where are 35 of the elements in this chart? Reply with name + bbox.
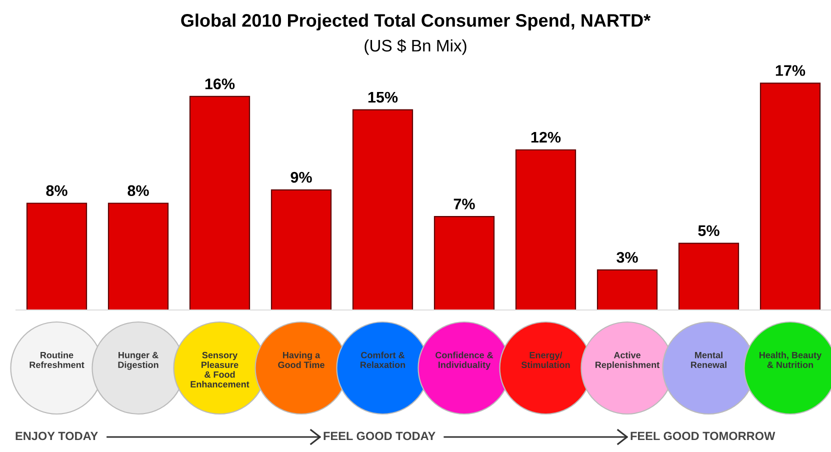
bar <box>189 96 250 310</box>
x-tick-label: Health, Beauty & Nutrition <box>760 352 822 368</box>
bar <box>108 202 169 310</box>
data-label: 8% <box>128 185 149 196</box>
bar <box>760 82 821 310</box>
bar <box>270 189 332 310</box>
bar <box>434 216 495 310</box>
bar <box>26 202 88 310</box>
data-label: 15% <box>368 92 398 103</box>
text: FEEL GOOD TODAY <box>324 432 436 440</box>
data-label: 5% <box>698 225 720 236</box>
data-label: 7% <box>454 198 475 210</box>
x-tick-label: Comfort & Relaxation <box>360 352 406 368</box>
data-label: 17% <box>776 65 806 76</box>
bar <box>596 269 658 310</box>
bar <box>515 149 576 310</box>
x-tick-label: Having a Good Time <box>278 352 324 368</box>
x-tick-label: Mental Renewal <box>691 352 726 368</box>
chart-title: Global 2010 Projected Total Consumer Spend, NARTD* <box>181 14 651 30</box>
data-label: 3% <box>616 252 638 263</box>
text: FEEL GOOD TOMORROW <box>630 432 776 440</box>
bar <box>352 109 414 310</box>
bar <box>678 242 740 310</box>
x-tick-label: Hunger & Digestion <box>118 352 158 370</box>
x-tick-label: Energy/ Stimulation <box>521 352 570 368</box>
data-label: 9% <box>290 172 312 183</box>
x-tick-label: Active Replenishment <box>596 352 660 370</box>
x-tick-label: Routine Refreshment <box>30 352 84 368</box>
chart-subtitle: (US $ Bn Mix) <box>364 39 466 55</box>
data-label: 16% <box>205 78 235 90</box>
x-tick-label: Sensory Pleasure & Food Enhancement <box>190 352 250 388</box>
x-tick-label: Confidence & Individuality <box>436 352 494 370</box>
data-label: 8% <box>46 185 68 196</box>
text: ENJOY TODAY <box>16 432 98 440</box>
data-label: 12% <box>531 132 561 143</box>
